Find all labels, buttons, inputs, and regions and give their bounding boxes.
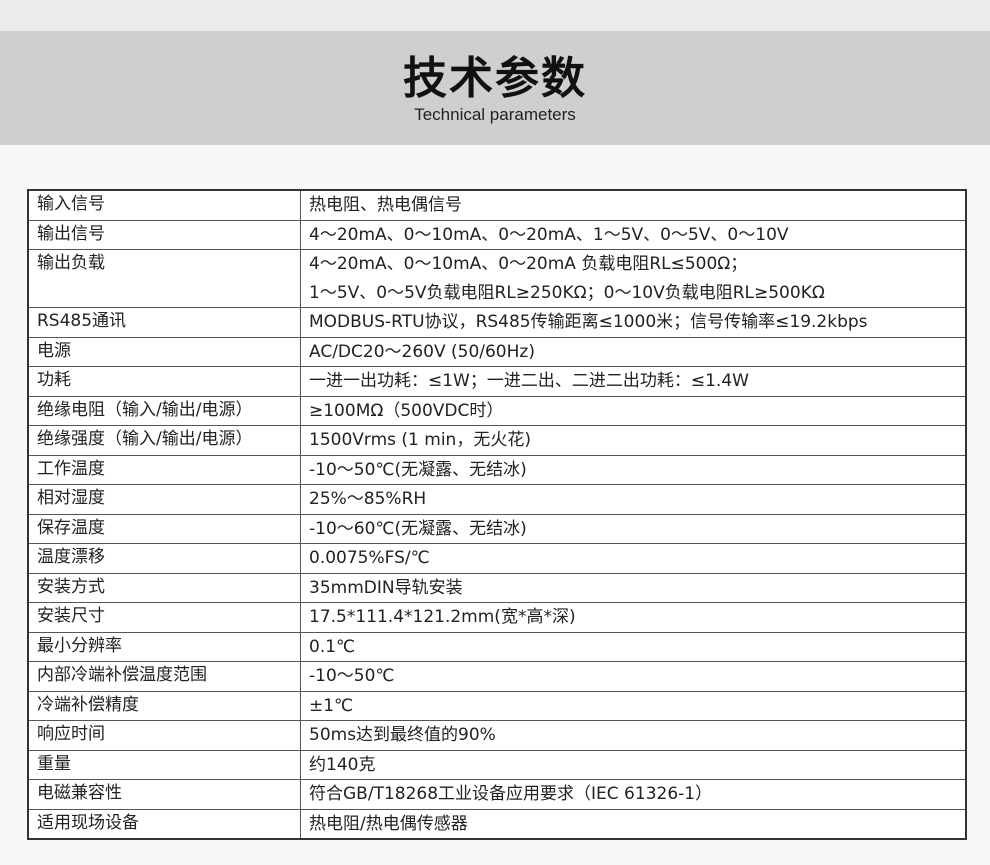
- param-label: 输出信号: [27, 219, 301, 250]
- param-value: 符合GB/T18268工业设备应用要求（IEC 61326-1）: [300, 779, 967, 810]
- table-row: 相对湿度 25%～85%RH: [27, 484, 967, 515]
- param-label: 电磁兼容性: [27, 779, 301, 810]
- param-label: 最小分辨率: [27, 631, 301, 662]
- table-row: 输出负载 4～20mA、0～10mA、0～20mA 负载电阻RL≤500Ω； 1～5…: [27, 249, 967, 308]
- param-value: -10～50℃(无凝露、无结冰): [300, 454, 967, 485]
- param-value: 4～20mA、0～10mA、0～20mA 负载电阻RL≤500Ω； 1～5V、0～…: [300, 249, 967, 308]
- param-label: 输入信号: [27, 189, 301, 221]
- param-value-line: -10～60℃(无凝露、无结冰): [309, 518, 527, 539]
- param-label: 绝缘电阻（输入/输出/电源）: [27, 395, 301, 426]
- param-label: 重量: [27, 749, 301, 780]
- param-value: 35mmDIN导轨安装: [300, 572, 967, 603]
- param-value-line: 符合GB/T18268工业设备应用要求（IEC 61326-1）: [309, 784, 713, 804]
- parameters-table: 输入信号 热电阻、热电偶信号 输出信号 4～20mA、0～10mA、0～20mA、1～…: [27, 189, 967, 840]
- param-label: 绝缘强度（输入/输出/电源）: [27, 425, 301, 456]
- param-value-line: 1500Vrms (1 min，无火花): [309, 430, 531, 450]
- table-row: 响应时间 50ms达到最终值的90%: [27, 720, 967, 751]
- param-label: 适用现场设备: [27, 808, 301, 840]
- param-value: 一进一出功耗：≤1W；一进二出、二进二出功耗：≤1.4W: [300, 366, 967, 397]
- param-label: 输出负载: [27, 249, 301, 308]
- param-value-line: 25%～85%RH: [309, 489, 427, 509]
- param-value: ≥100MΩ（500VDC时）: [300, 395, 967, 426]
- header-banner: 技术参数 Technical parameters: [0, 31, 990, 145]
- param-value-line: 0.0075%FS/℃: [309, 548, 430, 568]
- param-value: 热电阻、热电偶信号: [300, 189, 967, 221]
- param-value-line: 热电阻、热电偶信号: [309, 195, 462, 215]
- page-title: 技术参数: [403, 53, 587, 104]
- param-value-line: 4～20mA、0～10mA、0～20mA、1～5V、0～5V、0～10V: [309, 224, 789, 245]
- param-value: 50ms达到最终值的90%: [300, 720, 967, 751]
- param-value: -10～50℃: [300, 661, 967, 692]
- param-value: -10～60℃(无凝露、无结冰): [300, 513, 967, 544]
- param-value-line: AC/DC20～260V (50/60Hz): [309, 341, 535, 362]
- table-row: 输入信号 热电阻、热电偶信号: [27, 189, 967, 221]
- param-label: 安装尺寸: [27, 602, 301, 633]
- param-label: 内部冷端补偿温度范围: [27, 661, 301, 692]
- table-row: 冷端补偿精度 ±1℃: [27, 690, 967, 721]
- table-row: 适用现场设备 热电阻/热电偶传感器: [27, 808, 967, 840]
- table-row: 最小分辨率 0.1℃: [27, 631, 967, 662]
- param-value-line: 约140克: [309, 754, 376, 775]
- table-row: 温度漂移 0.0075%FS/℃: [27, 543, 967, 574]
- param-value: AC/DC20～260V (50/60Hz): [300, 336, 967, 367]
- param-label: 响应时间: [27, 720, 301, 751]
- table-row: RS485通讯 MODBUS-RTU协议，RS485传输距离≤1000米；信号传输…: [27, 307, 967, 338]
- param-value: 0.1℃: [300, 631, 967, 662]
- param-value: 1500Vrms (1 min，无火花): [300, 425, 967, 456]
- param-label: 保存温度: [27, 513, 301, 544]
- param-value-line: 1～5V、0～5V负载电阻RL≥250KΩ；0～10V负载电阻RL≥500KΩ: [309, 282, 825, 303]
- param-value-line: 一进一出功耗：≤1W；一进二出、二进二出功耗：≤1.4W: [309, 371, 749, 391]
- table-row: 保存温度 -10～60℃(无凝露、无结冰): [27, 513, 967, 544]
- table-row: 功耗 一进一出功耗：≤1W；一进二出、二进二出功耗：≤1.4W: [27, 366, 967, 397]
- param-label: 工作温度: [27, 454, 301, 485]
- table-row: 安装尺寸 17.5*111.4*121.2mm(宽*高*深): [27, 602, 967, 633]
- param-label: 安装方式: [27, 572, 301, 603]
- param-value: ±1℃: [300, 690, 967, 721]
- param-value: 约140克: [300, 749, 967, 780]
- param-label: 功耗: [27, 366, 301, 397]
- param-value-line: 35mmDIN导轨安装: [309, 577, 463, 598]
- table-row: 绝缘电阻（输入/输出/电源） ≥100MΩ（500VDC时）: [27, 395, 967, 426]
- table-row: 内部冷端补偿温度范围 -10～50℃: [27, 661, 967, 692]
- param-value-line: 热电阻/热电偶传感器: [309, 813, 468, 834]
- param-value-line: -10～50℃(无凝露、无结冰): [309, 459, 527, 480]
- table-row: 绝缘强度（输入/输出/电源） 1500Vrms (1 min，无火花): [27, 425, 967, 456]
- param-value: 4～20mA、0～10mA、0～20mA、1～5V、0～5V、0～10V: [300, 219, 967, 250]
- page-subtitle: Technical parameters: [414, 105, 576, 124]
- param-value-line: ±1℃: [309, 695, 354, 716]
- param-value-line: 17.5*111.4*121.2mm(宽*高*深): [309, 607, 576, 627]
- top-strip: [0, 0, 990, 31]
- param-value-line: 4～20mA、0～10mA、0～20mA 负载电阻RL≤500Ω；: [309, 254, 748, 274]
- param-value: 热电阻/热电偶传感器: [300, 808, 967, 840]
- param-label: 相对湿度: [27, 484, 301, 515]
- table-row: 电磁兼容性 符合GB/T18268工业设备应用要求（IEC 61326-1）: [27, 779, 967, 810]
- table-row: 安装方式 35mmDIN导轨安装: [27, 572, 967, 603]
- table-row: 电源 AC/DC20～260V (50/60Hz): [27, 336, 967, 367]
- param-value: 17.5*111.4*121.2mm(宽*高*深): [300, 602, 967, 633]
- param-value: 25%～85%RH: [300, 484, 967, 515]
- param-label: RS485通讯: [27, 307, 301, 338]
- table-row: 工作温度 -10～50℃(无凝露、无结冰): [27, 454, 967, 485]
- param-value-line: -10～50℃: [309, 666, 395, 686]
- param-value-line: MODBUS-RTU协议，RS485传输距离≤1000米；信号传输率≤19.2k…: [309, 312, 868, 332]
- param-value: 0.0075%FS/℃: [300, 543, 967, 574]
- param-label: 温度漂移: [27, 543, 301, 574]
- table-row: 重量 约140克: [27, 749, 967, 780]
- param-label: 冷端补偿精度: [27, 690, 301, 721]
- table-row: 输出信号 4～20mA、0～10mA、0～20mA、1～5V、0～5V、0～10V: [27, 219, 967, 250]
- param-value-line: 50ms达到最终值的90%: [309, 725, 496, 745]
- param-value-line: 0.1℃: [309, 636, 356, 657]
- param-value: MODBUS-RTU协议，RS485传输距离≤1000米；信号传输率≤19.2k…: [300, 307, 967, 338]
- param-label: 电源: [27, 336, 301, 367]
- param-value-line: ≥100MΩ（500VDC时）: [309, 400, 504, 421]
